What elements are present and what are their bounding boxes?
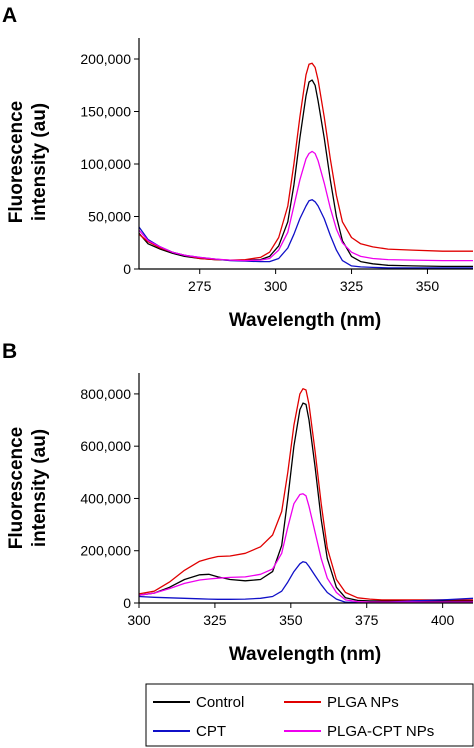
panel-b-ytick-label: 600,000 (80, 438, 131, 454)
panel-b-xlabel: Wavelength (nm) (229, 644, 381, 665)
panel-a-xtick-label: 300 (264, 278, 288, 294)
panel-b-series-control (138, 402, 473, 602)
panel-b-ylabel-line2: intensity (au) (29, 429, 50, 547)
legend-item-plga-nps: PLGA NPs (284, 694, 399, 711)
panel-a-xlabel: Wavelength (nm) (229, 310, 381, 331)
panel-b-ytick-label: 800,000 (80, 386, 131, 402)
panel-b-xtick-label: 350 (279, 612, 303, 628)
legend-label-plga-cpt-nps: PLGA-CPT NPs (327, 723, 434, 740)
panel-a: A Fluorescence intensity (au) 0 50,000 100… (2, 4, 473, 331)
panel-b-xtick-label: 400 (431, 612, 455, 628)
panel-a-ylabel: Fluorescence intensity (au) (6, 101, 50, 224)
panel-a-series-control (138, 79, 473, 268)
panel-a-xtick-label: 350 (416, 278, 440, 294)
panel-a-ytick-label: 0 (123, 261, 131, 277)
panel-b-xtick-label: 300 (127, 612, 151, 628)
panel-a-axes (138, 38, 473, 270)
panel-a-ytick-label: 200,000 (80, 51, 131, 67)
panel-a-xtick-label: 275 (188, 278, 212, 294)
panel-b-ylabel-line1: Fluorescence (6, 427, 27, 550)
legend: Control PLGA NPs CPT PLGA-CPT NPs (145, 683, 474, 747)
panel-a-ytick-label: 50,000 (88, 209, 131, 225)
panel-b-ytick-label: 400,000 (80, 490, 131, 506)
legend-label-plga-nps: PLGA NPs (327, 694, 399, 711)
panel-a-series-plga-nps (138, 62, 473, 261)
panel-a-ylabel-line2: intensity (au) (29, 103, 50, 221)
panel-b-series (138, 388, 474, 604)
panel-a-series (138, 62, 473, 269)
panel-a-series-plga-cpt-nps (138, 150, 473, 262)
panel-a-ticks: 0 50,000 100,000 150,000 200,000 275 300 325 350 (80, 51, 439, 294)
legend-label-cpt: CPT (196, 723, 226, 740)
legend-item-control: Control (153, 694, 244, 711)
panel-b-series-plga-cpt-nps (138, 493, 473, 603)
panel-a-label: A (2, 4, 17, 27)
panel-b-xtick-label: 325 (203, 612, 227, 628)
legend-box (145, 683, 474, 747)
panel-b-ticks: 0 200,000 400,000 600,000 800,000 300 325 350 37… (80, 386, 454, 628)
panel-a-ytick-label: 150,000 (80, 104, 131, 120)
panel-b: B Fluorescence intensity (au) 0 200,000 40… (2, 340, 474, 665)
panel-b-ytick-label: 200,000 (80, 543, 131, 559)
panel-a-ytick-label: 100,000 (80, 156, 131, 172)
panel-b-label: B (2, 340, 17, 363)
panel-b-ylabel: Fluorescence intensity (au) (6, 427, 50, 550)
panel-a-xtick-label: 325 (340, 278, 364, 294)
legend-item-cpt: CPT (153, 723, 226, 740)
panel-a-ylabel-line1: Fluorescence (6, 101, 27, 224)
panel-b-series-plga-nps (138, 388, 473, 601)
panel-b-xtick-label: 375 (355, 612, 379, 628)
panel-b-axes (138, 373, 473, 604)
panel-b-ytick-label: 0 (123, 595, 131, 611)
legend-label-control: Control (196, 694, 244, 711)
legend-item-plga-cpt-nps: PLGA-CPT NPs (284, 723, 434, 740)
